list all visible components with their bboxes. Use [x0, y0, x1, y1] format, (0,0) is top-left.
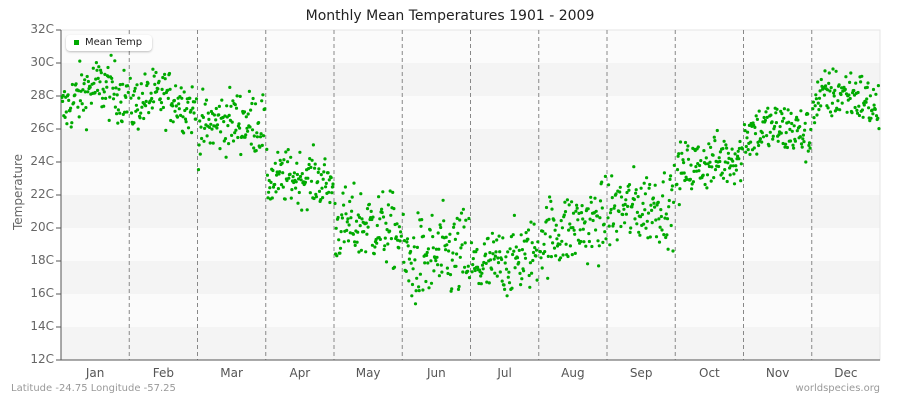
y-tick-label: 26C — [30, 121, 54, 135]
x-tick-label: Feb — [152, 366, 174, 380]
legend-swatch-icon — [74, 40, 79, 45]
x-tick-label: Aug — [561, 366, 585, 380]
y-tick-label: 12C — [30, 352, 54, 366]
x-tick-label: May — [355, 366, 381, 380]
x-tick-label: Jun — [427, 366, 446, 380]
x-tick-label: Dec — [834, 366, 858, 380]
y-tick-label: 24C — [30, 154, 54, 168]
location-caption: Latitude -24.75 Longitude -57.25 — [11, 383, 176, 394]
source-credit: worldspecies.org — [795, 383, 880, 394]
x-tick-label: Jan — [85, 366, 105, 380]
chart-title: Monthly Mean Temperatures 1901 - 2009 — [305, 8, 595, 24]
y-tick-label: 14C — [30, 319, 54, 333]
y-tick-label: 22C — [30, 187, 54, 201]
x-tick-label: Apr — [289, 366, 311, 380]
x-tick-label: Nov — [765, 366, 790, 380]
y-tick-label: 32C — [30, 22, 54, 36]
y-tick-label: 28C — [30, 88, 54, 102]
x-tick-label: Sep — [629, 366, 653, 380]
y-tick-label: 20C — [30, 220, 54, 234]
x-tick-label: Oct — [699, 366, 720, 380]
x-tick-label: Mar — [220, 366, 243, 380]
legend-label: Mean Temp — [85, 37, 143, 48]
y-tick-label: 30C — [30, 55, 54, 69]
y-tick-label: 18C — [30, 253, 54, 267]
x-tick-label: Jul — [497, 366, 512, 380]
y-tick-label: 16C — [30, 286, 54, 300]
legend[interactable]: Mean Temp — [66, 35, 153, 51]
